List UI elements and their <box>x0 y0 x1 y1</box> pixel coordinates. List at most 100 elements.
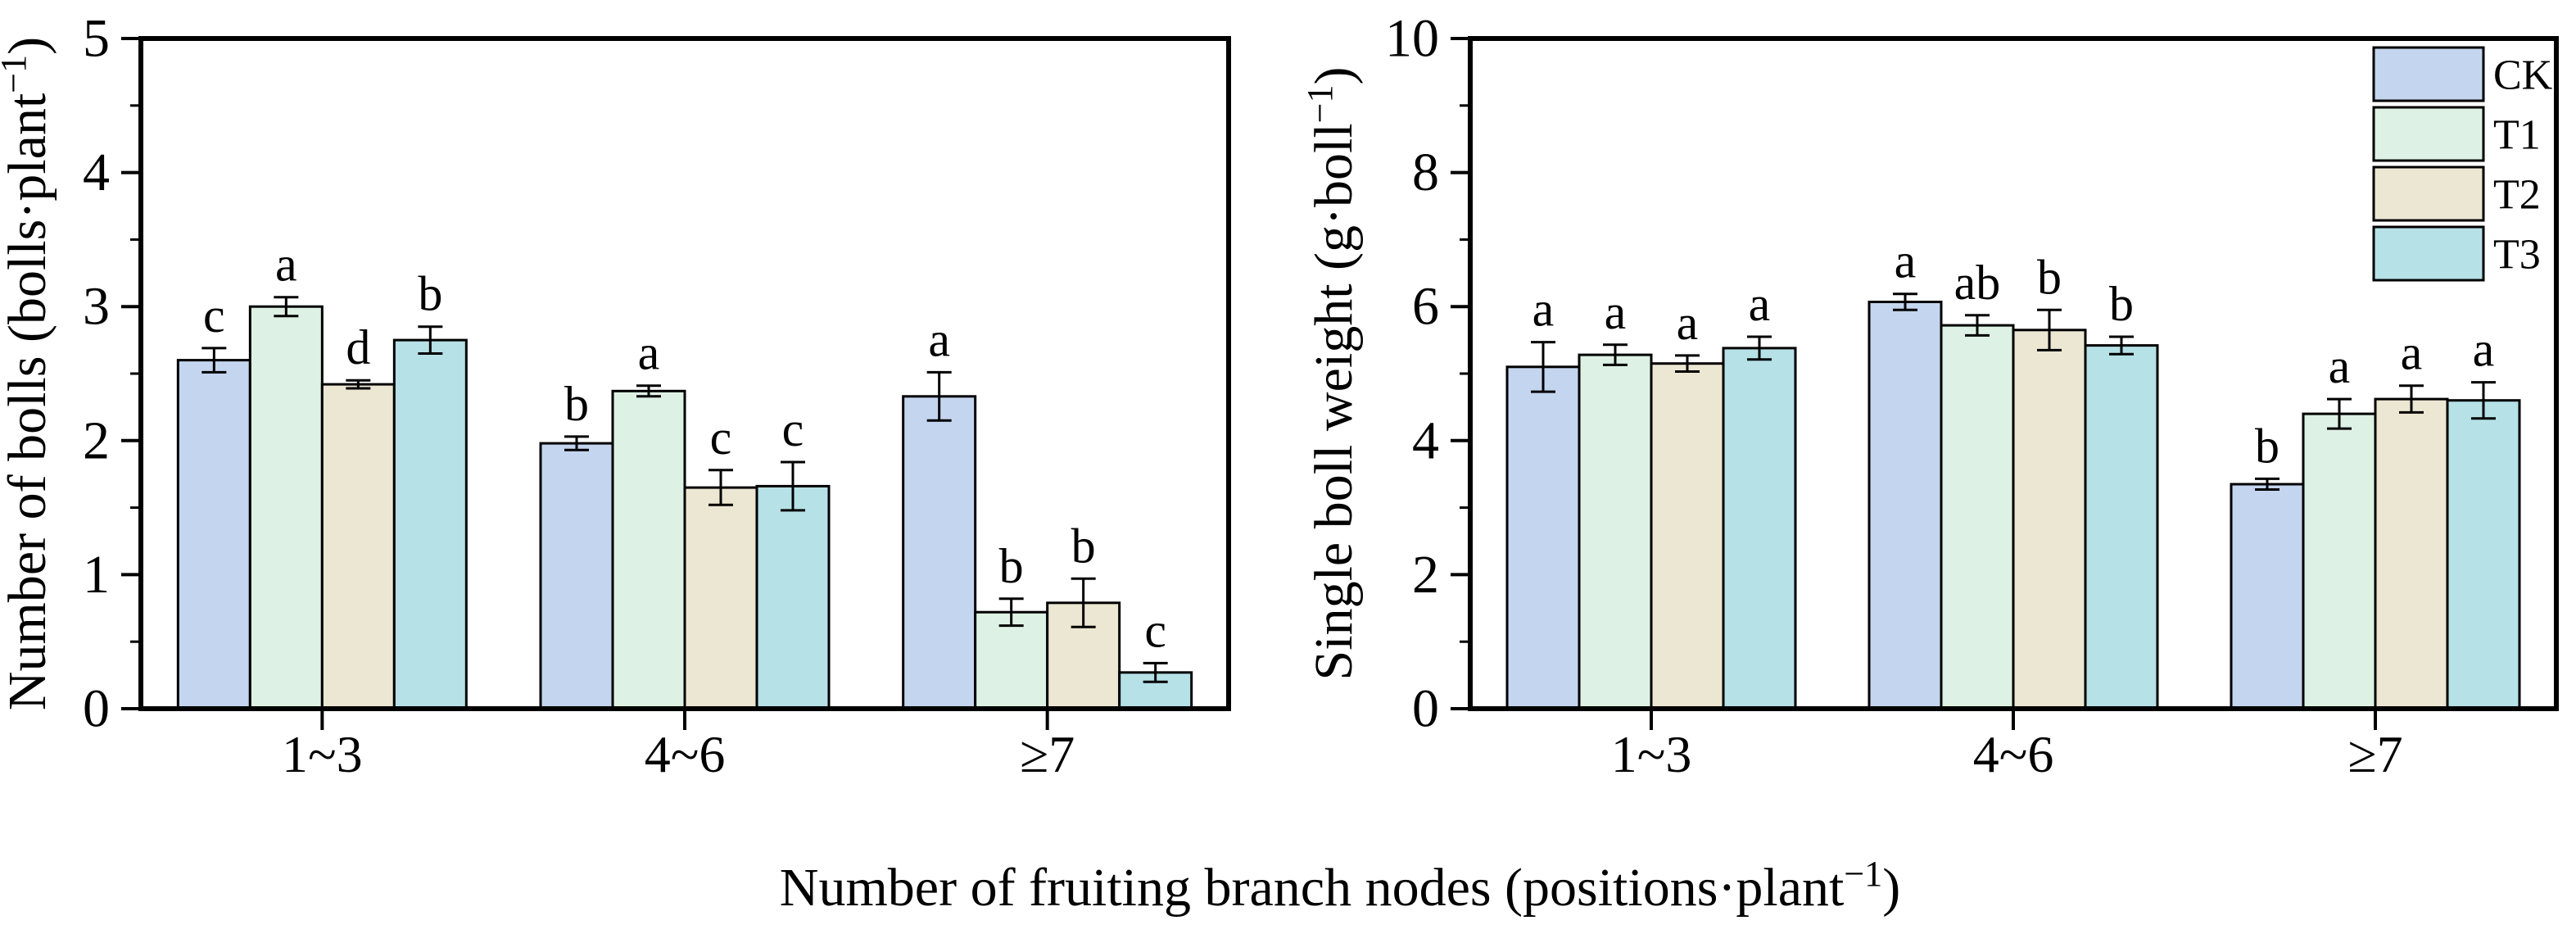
errorbar-T1-≥7 <box>2327 397 2352 430</box>
errorbar-T1-4~6 <box>1965 314 1990 337</box>
sig-letter-CK-≥7: b <box>2255 419 2279 473</box>
y-tick-label: 4 <box>1412 410 1439 470</box>
errorbar-T3-1~3 <box>1747 335 1772 361</box>
x-tick-label-≥7: ≥7 <box>1020 725 1075 783</box>
errorbar-CK-4~6 <box>1893 292 1917 311</box>
y-tick-label: 6 <box>1412 277 1439 337</box>
y-tick-label: 4 <box>83 143 110 202</box>
bar-T1-1~3 <box>1578 353 1653 710</box>
bar-CK-4~6 <box>539 442 614 710</box>
sig-letter-T3-≥7: c <box>1144 603 1166 657</box>
legend-swatch-T3 <box>2372 225 2485 282</box>
sig-letter-T2-4~6: b <box>2037 250 2062 304</box>
bar-T2-4~6 <box>683 486 758 710</box>
sig-letter-T3-4~6: c <box>782 402 804 456</box>
bar-CK-≥7 <box>902 395 977 710</box>
legend-swatch-T1 <box>2372 106 2485 162</box>
errorbar-T3-≥7 <box>2471 381 2496 420</box>
x-tick-label-1~3: 1~3 <box>1611 725 1692 783</box>
y-tick-label: 1 <box>83 545 110 605</box>
y-axis-label: Number of bolls (bolls·plant−1) <box>0 37 57 710</box>
errorbar-T2-4~6 <box>2037 308 2062 351</box>
bar-T1-1~3 <box>248 305 324 710</box>
x-tick-label-≥7: ≥7 <box>2347 725 2402 783</box>
sig-letter-T1-≥7: b <box>999 539 1024 593</box>
y-tick-label: 8 <box>1412 143 1439 202</box>
bar-T3-4~6 <box>755 484 831 710</box>
sig-letter-T2-1~3: d <box>346 320 370 374</box>
bar-T3-≥7 <box>2446 399 2521 710</box>
y-axis-label: Single boll weight (g·boll−1) <box>1300 67 1364 681</box>
y-tick-label: 3 <box>83 277 110 337</box>
sig-letter-T3-1~3: b <box>418 267 442 321</box>
y-tick-label: 0 <box>1412 679 1439 739</box>
bar-T3-1~3 <box>392 338 468 710</box>
y-tick-label: 2 <box>83 410 110 470</box>
bar-T3-4~6 <box>2084 344 2159 710</box>
sig-letter-CK-≥7: a <box>928 312 950 366</box>
sig-letter-CK-1~3: a <box>1532 283 1555 337</box>
sig-letter-T2-1~3: a <box>1677 296 1699 350</box>
sig-letter-T3-≥7: a <box>2473 323 2495 377</box>
bar-CK-1~3 <box>176 359 251 710</box>
y-tick-label: 10 <box>1385 9 1439 69</box>
sig-letter-T1-1~3: a <box>275 238 297 292</box>
x-tick-label-4~6: 4~6 <box>645 725 726 783</box>
legend: CK T1 T2 T3 <box>2372 46 2553 282</box>
errorbar-CK-1~3 <box>1531 341 1555 393</box>
bar-T1-4~6 <box>1940 324 2015 710</box>
errorbar-T2-1~3 <box>346 379 371 390</box>
bar-T2-≥7 <box>2374 397 2449 710</box>
y-tick-label: 2 <box>1412 545 1439 605</box>
sig-letter-T1-1~3: a <box>1605 285 1627 339</box>
bar-T1-4~6 <box>611 389 686 710</box>
errorbar-T3-4~6 <box>781 460 805 512</box>
sig-letter-T3-4~6: b <box>2109 277 2134 331</box>
errorbar-T2-≥7 <box>1071 577 1096 628</box>
sig-letter-CK-1~3: c <box>203 288 225 342</box>
legend-label-T1: T1 <box>2493 112 2541 159</box>
sig-letter-CK-4~6: a <box>1895 234 1917 288</box>
errorbar-T2-1~3 <box>1675 354 1700 373</box>
legend-swatch-T2 <box>2372 165 2485 222</box>
errorbar-CK-≥7 <box>2255 477 2279 491</box>
sig-letter-T2-≥7: b <box>1071 519 1096 573</box>
x-tick-label-4~6: 4~6 <box>1973 725 2054 783</box>
errorbar-CK-1~3 <box>201 347 227 374</box>
y-tick-label: 5 <box>83 9 110 69</box>
errorbar-T2-≥7 <box>2399 384 2424 414</box>
sig-letter-T2-≥7: a <box>2401 326 2423 380</box>
legend-label-CK: CK <box>2493 52 2553 99</box>
errorbar-T1-≥7 <box>998 597 1024 628</box>
errorbar-T3-1~3 <box>418 325 443 355</box>
errorbar-T2-4~6 <box>709 469 733 506</box>
sig-letter-T1-4~6: ab <box>1954 256 2001 310</box>
errorbar-T1-4~6 <box>636 384 661 398</box>
x-axis-title: Number of fruiting branch nodes (positio… <box>780 854 1900 918</box>
errorbar-T1-1~3 <box>1603 343 1628 366</box>
bar-T1-≥7 <box>2302 412 2377 710</box>
bar-CK-≥7 <box>2230 483 2305 710</box>
sig-letter-T3-1~3: a <box>1749 277 1771 331</box>
sig-letter-T1-≥7: a <box>2329 339 2351 393</box>
errorbar-CK-4~6 <box>564 435 589 451</box>
sig-letter-CK-4~6: b <box>564 377 589 431</box>
bar-CK-1~3 <box>1505 365 1581 710</box>
errorbar-T3-4~6 <box>2109 335 2134 356</box>
bar-T2-1~3 <box>1650 362 1725 710</box>
bar-T3-1~3 <box>1722 347 1797 710</box>
y-tick-label: 0 <box>83 679 110 739</box>
errorbar-CK-≥7 <box>926 370 952 422</box>
legend-label-T3: T3 <box>2493 232 2541 279</box>
sig-letter-T1-4~6: a <box>638 326 660 380</box>
legend-swatch-CK <box>2372 46 2485 102</box>
errorbar-T3-≥7 <box>1143 661 1168 683</box>
x-tick-label-1~3: 1~3 <box>282 725 363 783</box>
errorbar-T1-1~3 <box>274 296 299 318</box>
bar-T2-1~3 <box>320 383 396 710</box>
sig-letter-T2-4~6: c <box>710 410 732 465</box>
